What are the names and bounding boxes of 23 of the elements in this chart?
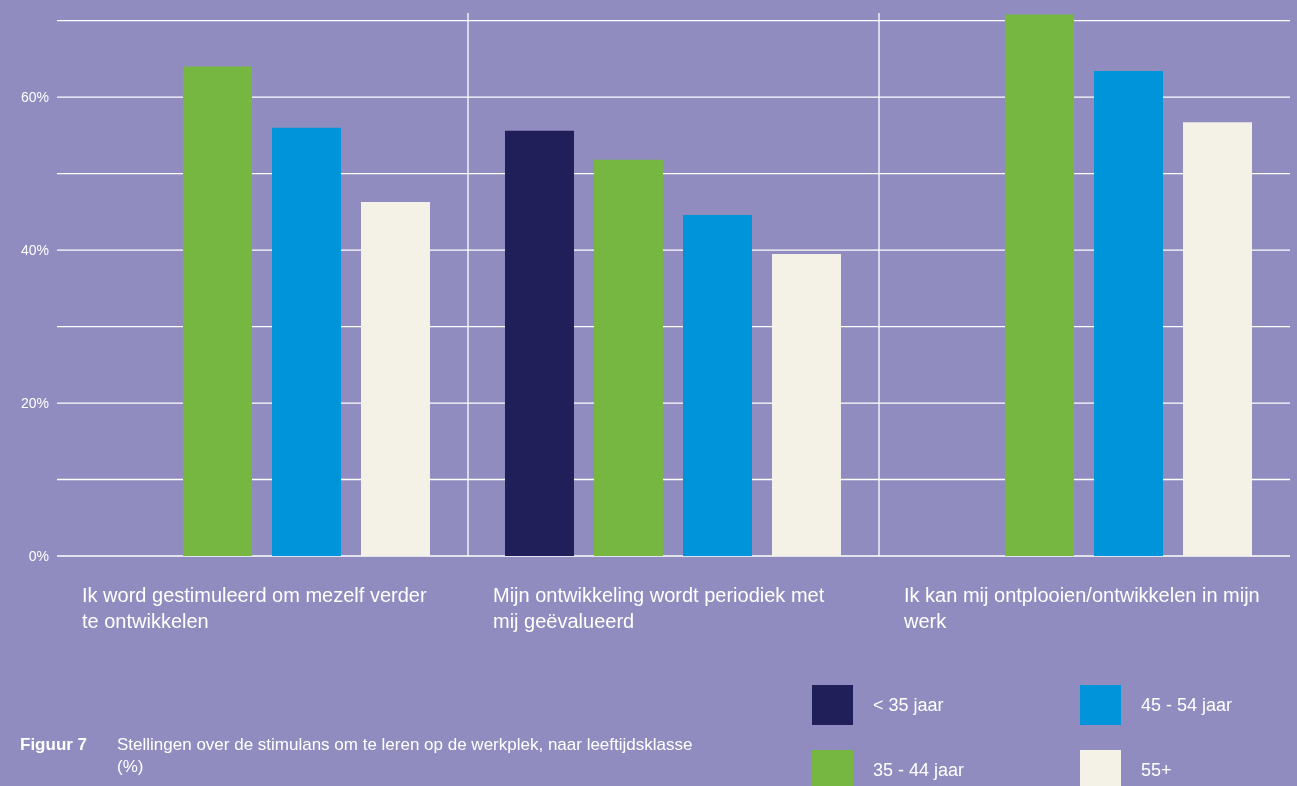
bar xyxy=(1182,122,1252,556)
legend-label: 45 - 54 jaar xyxy=(1141,694,1233,716)
bar xyxy=(182,66,252,556)
bar xyxy=(360,201,430,556)
bar xyxy=(1093,71,1163,556)
bar xyxy=(271,127,341,556)
y-tick-label: 60% xyxy=(20,89,49,106)
legend-label: 35 - 44 jaar xyxy=(873,759,965,781)
text: Figuur 7 xyxy=(20,734,89,756)
y-tick-label: 0% xyxy=(28,547,49,564)
bar xyxy=(1004,14,1074,556)
text: Stellingen over de stimulans om te leren op de werkplek, naar leeftijdsklasse (%) xyxy=(117,734,694,778)
x-tick-label: Mijn ontwikkeling wordt periodiek met mij geëvalueerd xyxy=(493,583,826,634)
legend-label: < 35 jaar xyxy=(873,694,944,716)
bar xyxy=(593,159,663,556)
y-tick-label: 20% xyxy=(20,395,49,412)
x-tick-label: Ik kan mij ontplooien/ontwikkelen in mijn werk xyxy=(904,583,1261,634)
bar xyxy=(771,253,841,556)
x-tick-label: Ik word gestimuleerd om mezelf verder te ontwikkelen xyxy=(82,583,428,634)
y-tick-label: 40% xyxy=(20,242,49,259)
bar xyxy=(504,130,574,556)
legend-label: 55+ xyxy=(1141,759,1172,781)
bar xyxy=(682,214,752,556)
